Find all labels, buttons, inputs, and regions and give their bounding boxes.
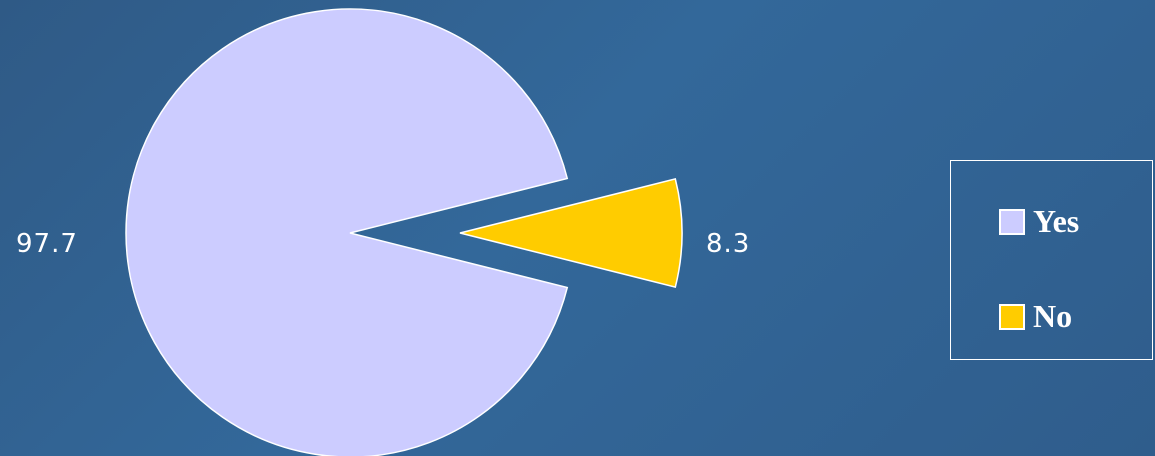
pie-slice-no: [459, 178, 683, 288]
legend: Yes No: [950, 160, 1153, 360]
pie-data-labels: 97.7 8.3: [16, 229, 750, 259]
legend-label-yes: Yes: [1033, 203, 1080, 239]
legend-item-yes: Yes: [999, 203, 1079, 240]
data-label-no: 8.3: [706, 229, 750, 259]
legend-swatch-yes: [999, 208, 1025, 235]
data-label-yes: 97.7: [16, 229, 78, 259]
legend-swatch-no: [999, 303, 1025, 330]
pie-slices: [125, 8, 683, 456]
pie-slice-yes: [125, 8, 569, 456]
legend-label-no: No: [1033, 298, 1073, 334]
legend-item-no: No: [999, 298, 1072, 335]
